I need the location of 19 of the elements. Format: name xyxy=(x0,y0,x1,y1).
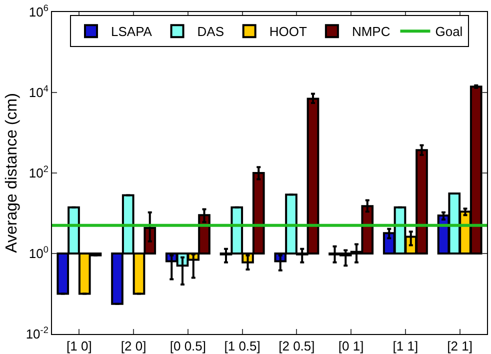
legend-label: LSAPA xyxy=(111,24,152,40)
x-tick-label: [1 0.5] xyxy=(224,338,260,354)
x-tick-label: [1 1] xyxy=(392,338,418,354)
y-tick-label: 10$^{-2}$ xyxy=(26,325,48,342)
legend-label: HOOT xyxy=(269,24,307,40)
y-tick-label: 10$^{2}$ xyxy=(28,164,48,181)
x-tick-label: [1 0] xyxy=(66,338,92,354)
legend-label: Goal xyxy=(435,24,463,40)
y-tick-label: 10$^{4}$ xyxy=(28,84,48,100)
x-tick-label: [2 0.5] xyxy=(278,338,315,354)
legend-label: NMPC xyxy=(352,24,390,40)
y-tick-label: 10$^{6}$ xyxy=(28,3,48,20)
y-axis-title: Average distance (cm) xyxy=(4,93,21,253)
x-tick-label: [0 1] xyxy=(338,338,364,354)
x-tick-label: [0 0.5] xyxy=(170,338,206,354)
y-tick-label: 10$^{0}$ xyxy=(28,244,48,262)
legend-label: DAS xyxy=(197,24,224,40)
x-tick-label: [2 0] xyxy=(120,338,146,354)
x-tick-label: [2 1] xyxy=(447,338,472,354)
